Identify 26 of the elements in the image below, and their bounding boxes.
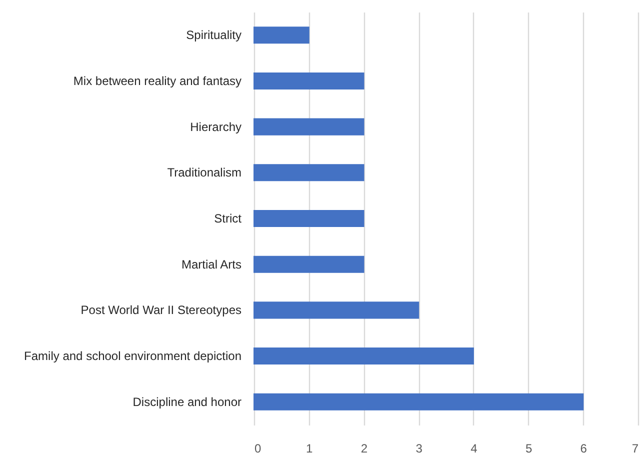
x-tick-label: 5 bbox=[525, 442, 532, 456]
bar bbox=[254, 164, 364, 182]
y-tick-label: Martial Arts bbox=[181, 257, 242, 272]
bar bbox=[254, 118, 364, 136]
bar bbox=[254, 393, 584, 410]
bar bbox=[254, 72, 364, 90]
x-tick-label: 3 bbox=[416, 442, 423, 456]
bar bbox=[254, 302, 420, 319]
bar bbox=[254, 210, 364, 228]
y-tick-label: Post World War II Stereotypes bbox=[80, 303, 242, 318]
bar bbox=[254, 256, 364, 273]
y-tick-label: Spirituality bbox=[186, 28, 242, 42]
x-tick-label: 4 bbox=[470, 442, 478, 456]
x-tick-label: 0 bbox=[254, 442, 262, 456]
y-tick-label: Family and school environment depiction bbox=[24, 349, 242, 364]
x-tick-label: 1 bbox=[306, 442, 314, 456]
y-tick-label: Hierarchy bbox=[190, 120, 242, 134]
y-tick-label: Mix between reality and fantasy bbox=[73, 74, 242, 88]
y-tick-label: Traditionalism bbox=[167, 166, 242, 180]
bar bbox=[254, 347, 474, 365]
x-tick-label: 6 bbox=[580, 442, 588, 456]
x-tick-label: 7 bbox=[632, 442, 639, 456]
x-tick-label: 2 bbox=[360, 442, 368, 456]
bar bbox=[254, 26, 310, 44]
y-tick-label: Discipline and honor bbox=[132, 394, 242, 409]
y-tick-label: Strict bbox=[214, 212, 242, 226]
